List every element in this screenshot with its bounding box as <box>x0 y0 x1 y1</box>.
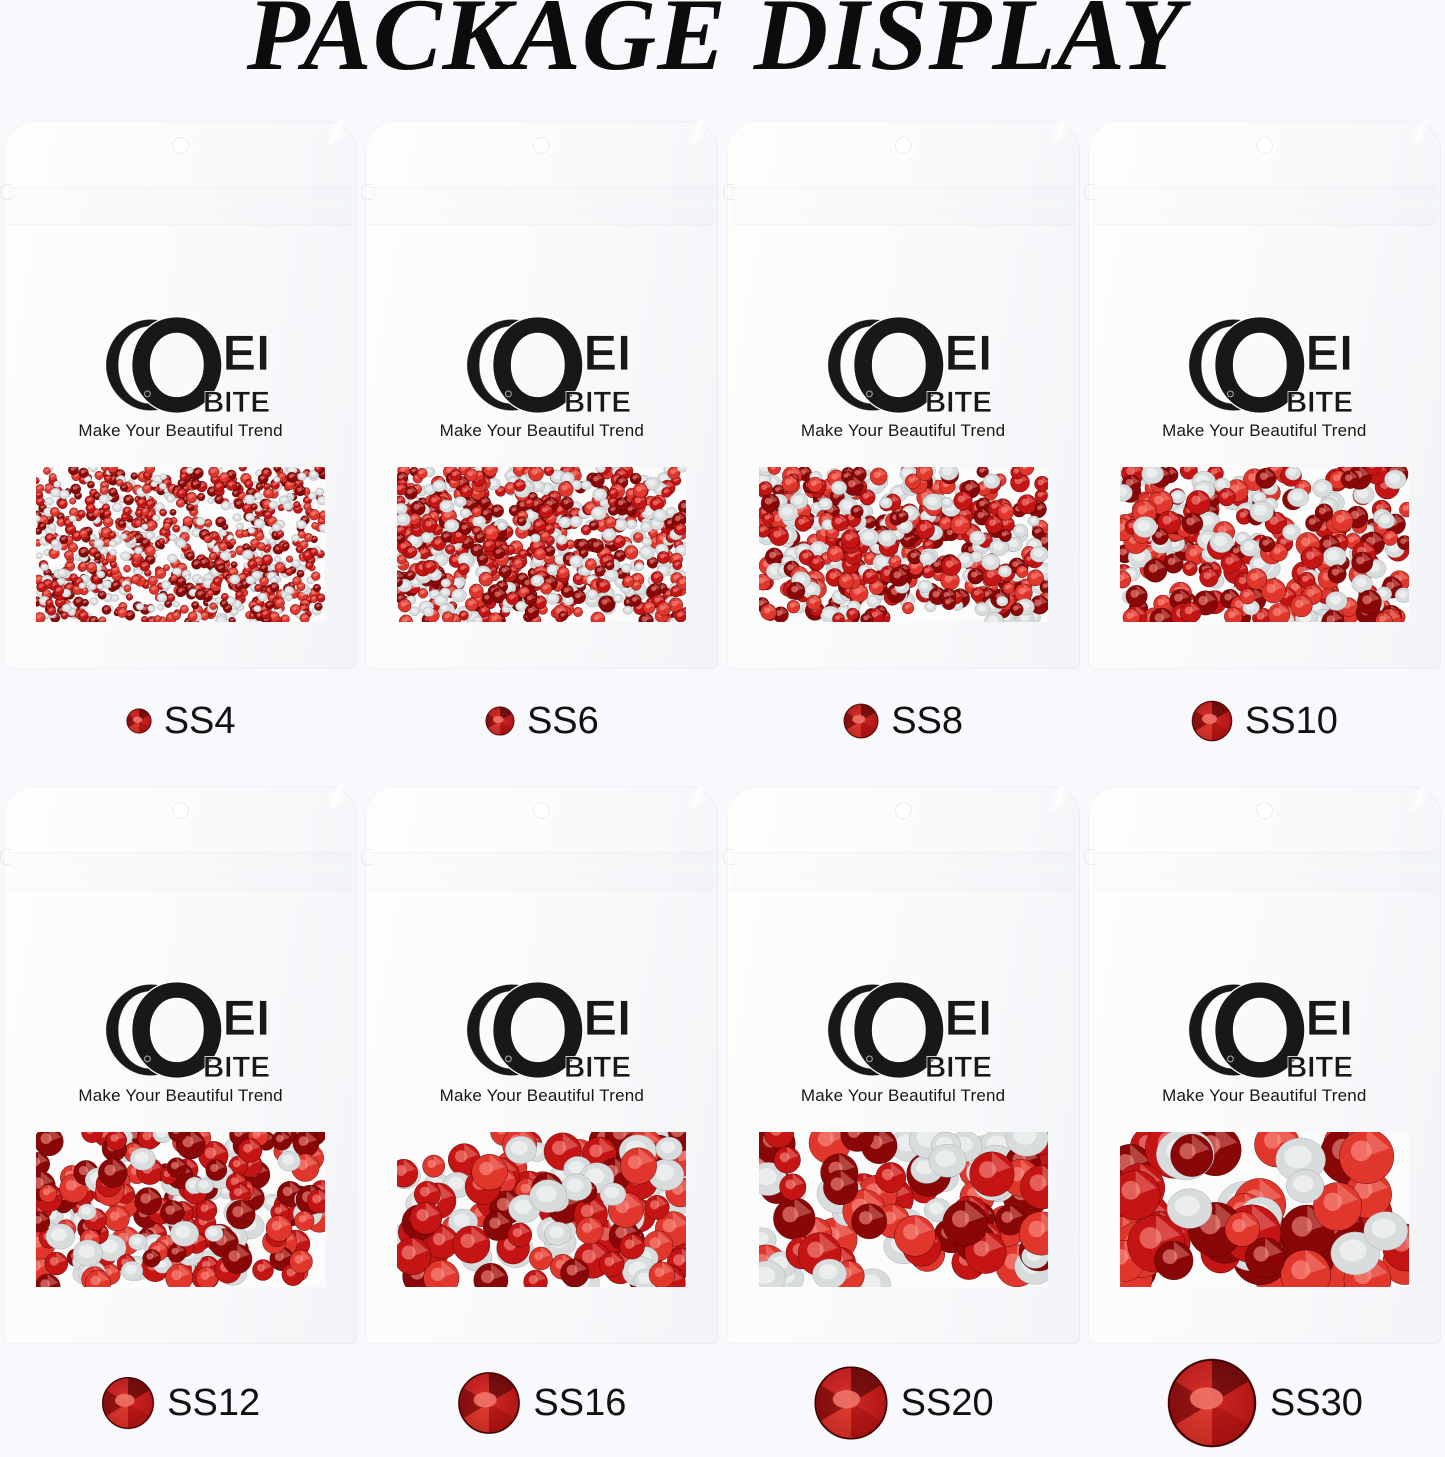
svg-text:EI: EI <box>583 324 631 381</box>
svg-text:EI: EI <box>222 324 270 381</box>
svg-text:EI: EI <box>1306 324 1354 381</box>
svg-text:BITE: BITE <box>925 386 992 419</box>
svg-text:EI: EI <box>222 989 270 1046</box>
svg-text:EI: EI <box>945 324 993 381</box>
svg-text:BITE: BITE <box>1286 386 1353 419</box>
svg-text:BITE: BITE <box>564 386 631 419</box>
svg-text:BITE: BITE <box>203 386 270 419</box>
svg-text:BITE: BITE <box>203 1051 270 1084</box>
